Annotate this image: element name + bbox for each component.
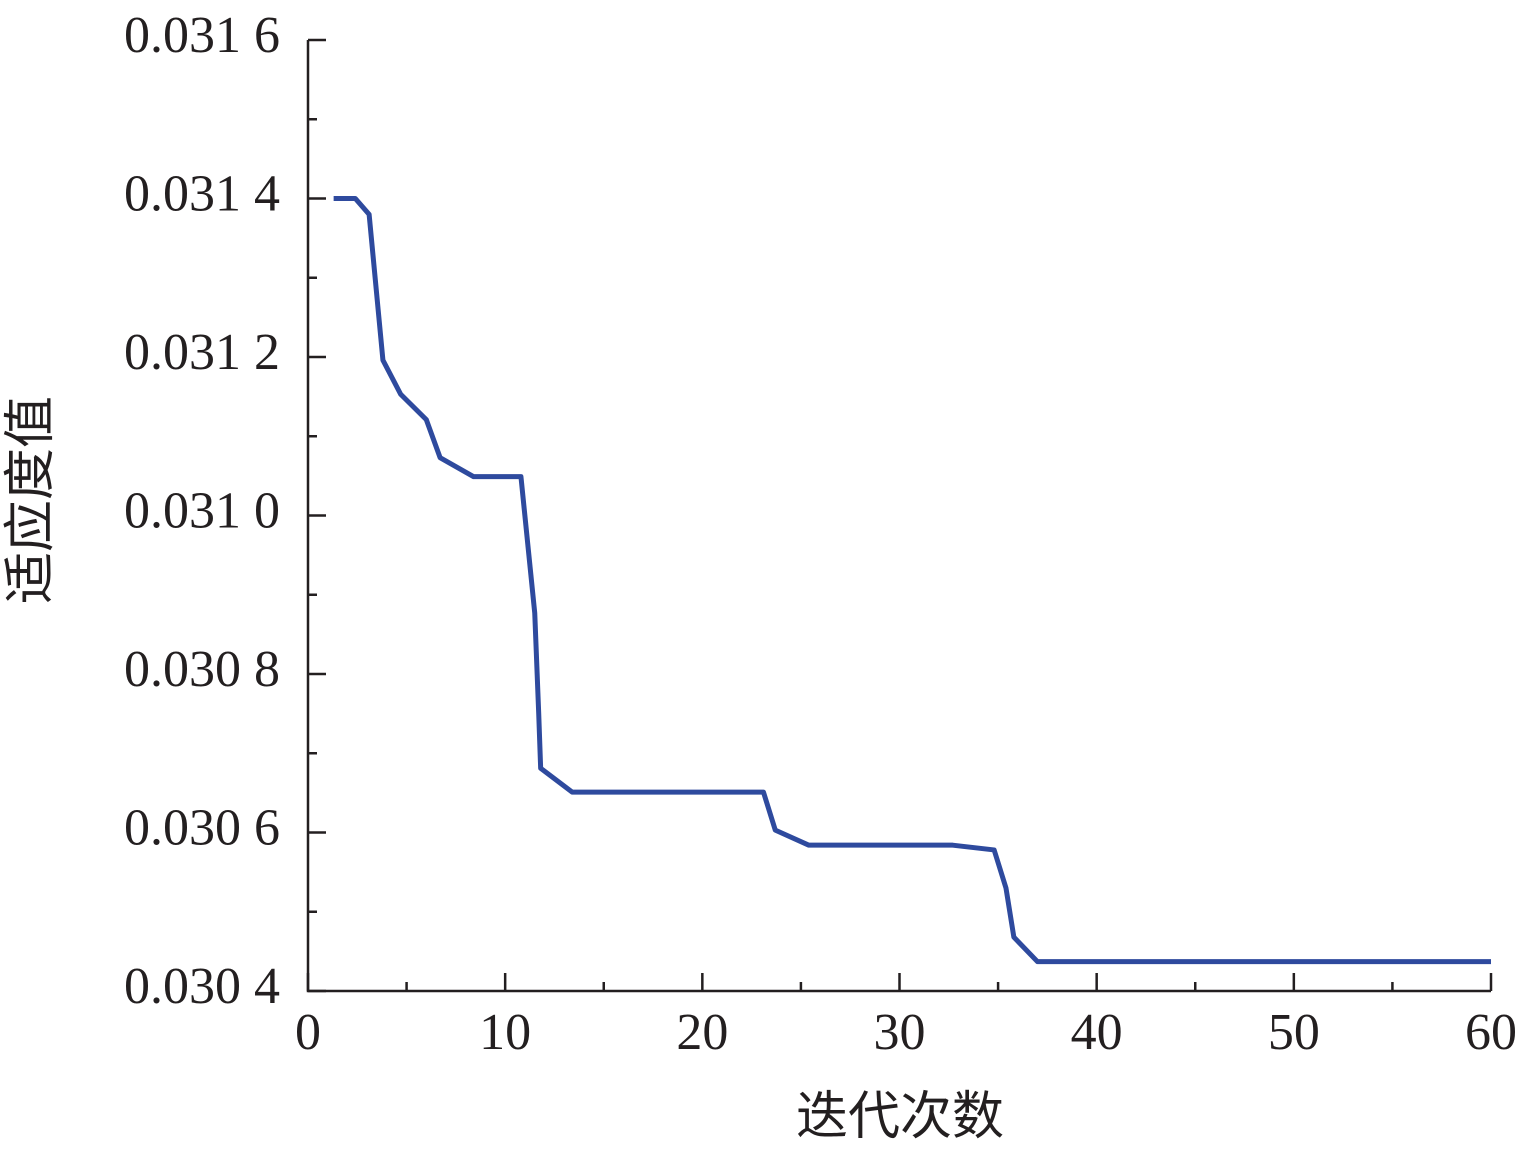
x-tick-label: 10 bbox=[479, 1004, 531, 1061]
y-axis-label: 适应度值 bbox=[3, 396, 60, 604]
y-tick-label: 0.031 4 bbox=[124, 165, 280, 222]
x-tick-label: 60 bbox=[1465, 1004, 1517, 1061]
y-tick-label: 0.030 8 bbox=[124, 641, 280, 698]
y-tick-label: 0.031 2 bbox=[124, 324, 280, 381]
y-tick-label: 0.030 6 bbox=[124, 799, 280, 856]
x-tick-label: 0 bbox=[295, 1004, 321, 1061]
data-line bbox=[333, 196, 1491, 965]
y-tick-label: 0.031 6 bbox=[124, 7, 280, 64]
y-tick-label: 0.030 4 bbox=[124, 958, 280, 1015]
x-tick-label: 30 bbox=[874, 1004, 926, 1061]
x-tick-label: 20 bbox=[676, 1004, 728, 1061]
x-axis-label: 迭代次数 bbox=[796, 1089, 1004, 1146]
x-tick-label: 50 bbox=[1268, 1004, 1320, 1061]
y-tick-label: 0.031 0 bbox=[124, 482, 280, 539]
x-tick-label: 40 bbox=[1071, 1004, 1123, 1061]
axis-frame bbox=[306, 40, 1491, 993]
